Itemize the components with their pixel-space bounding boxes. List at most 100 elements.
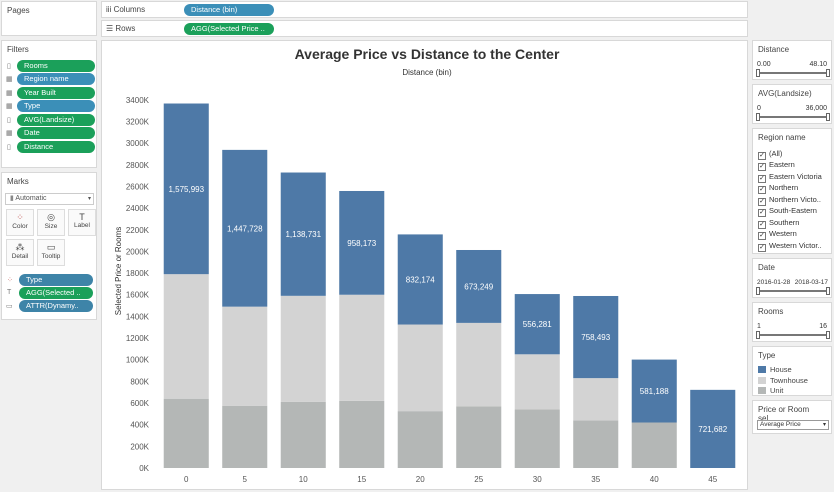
region-option-western-victoria[interactable]: ✓ Western Victor.. [758, 241, 822, 252]
y-tick-label: 1800K [126, 269, 150, 278]
legend-item-house[interactable]: House [758, 365, 792, 374]
rows-pill[interactable]: AGG(Selected Price .. [184, 23, 274, 35]
checkbox-icon[interactable]: ✓ [758, 152, 766, 160]
region-option-label: Eastern [769, 160, 795, 169]
distance-slider-max-handle[interactable] [826, 69, 830, 77]
bar-data-label: 832,174 [406, 275, 435, 284]
color-button[interactable]: ⁘ Color [6, 209, 34, 236]
checkbox-icon[interactable]: ✓ [758, 244, 766, 252]
y-tick-label: 2000K [126, 247, 150, 256]
type-legend-card: Type House Townhouse Unit [752, 346, 832, 396]
rows-shelf-label: ☰ Rows [106, 24, 135, 33]
filter-pill-year-built[interactable]: Year Built [17, 87, 95, 99]
landsize-slider-min-handle[interactable] [756, 113, 760, 121]
bar-segment-townhouse[interactable] [280, 295, 326, 402]
bar-segment-unit[interactable] [163, 398, 209, 468]
legend-item-townhouse[interactable]: Townhouse [758, 376, 808, 385]
bar-segment-unit[interactable] [573, 420, 619, 468]
date-slider[interactable] [756, 287, 830, 295]
bar-segment-townhouse[interactable] [339, 294, 385, 401]
bar-segment-unit[interactable] [222, 405, 268, 468]
region-option-eastern[interactable]: ✓ Eastern [758, 160, 795, 171]
label-icon: T [79, 212, 85, 222]
landsize-min: 0 [757, 105, 761, 112]
distance-slider-min-handle[interactable] [756, 69, 760, 77]
columns-pill[interactable]: Distance (bin) [184, 4, 274, 16]
y-tick-label: 400K [130, 421, 149, 430]
bar-data-label: 673,249 [464, 282, 493, 291]
bar-segment-house[interactable] [339, 190, 385, 295]
checkbox-icon[interactable]: ✓ [758, 175, 766, 183]
y-tick-label: 800K [130, 377, 149, 386]
region-option-southern[interactable]: ✓ Southern [758, 218, 799, 229]
region-option-eastern-victoria[interactable]: ✓ Eastern Victoria [758, 172, 822, 183]
marks-pill-agg-selected[interactable]: AGG(Selected .. [19, 287, 93, 299]
bar-segment-unit[interactable] [631, 422, 677, 468]
checkbox-icon[interactable]: ✓ [758, 232, 766, 240]
filter-pill-avg-landsize[interactable]: AVG(Landsize) [17, 114, 95, 126]
bar-segment-house[interactable] [514, 294, 560, 355]
bar-segment-house[interactable] [222, 149, 268, 307]
legend-item-unit[interactable]: Unit [758, 386, 783, 395]
distance-slider[interactable] [756, 69, 830, 77]
rooms-slider-max-handle[interactable] [826, 331, 830, 339]
columns-label-text: Columns [113, 5, 146, 14]
bar-segment-house[interactable] [690, 389, 736, 468]
mark-type-select[interactable]: ▮ Automatic ▾ [5, 193, 94, 205]
rooms-slider-min-handle[interactable] [756, 331, 760, 339]
rows-shelf[interactable]: ☰ Rows AGG(Selected Price .. [101, 20, 748, 37]
bar-segment-townhouse[interactable] [573, 378, 619, 421]
bar-segment-house[interactable] [631, 359, 677, 423]
checkbox-icon[interactable]: ✓ [758, 209, 766, 217]
date-slider-max-handle[interactable] [826, 287, 830, 295]
bar-segment-townhouse[interactable] [456, 322, 502, 407]
checkbox-icon[interactable]: ✓ [758, 163, 766, 171]
price-param-select[interactable]: Average Price ▾ [757, 420, 829, 430]
landsize-slider[interactable] [756, 113, 830, 121]
filter-pill-region-name[interactable]: Region name [17, 73, 95, 85]
marks-pill-attr-dynamy[interactable]: ATTR(Dynamy.. [19, 300, 93, 312]
bar-segment-townhouse[interactable] [514, 354, 560, 410]
date-slider-min-handle[interactable] [756, 287, 760, 295]
columns-shelf[interactable]: iii Columns Distance (bin) [101, 1, 748, 18]
region-option-south-eastern[interactable]: ✓ South-Eastern [758, 206, 817, 217]
detail-button[interactable]: ⁂ Detail [6, 239, 34, 266]
region-option-western[interactable]: ✓ Western [758, 229, 797, 240]
y-tick-label: 200K [130, 442, 149, 451]
legend-label: House [770, 365, 792, 374]
filter-pill-date[interactable]: Date [17, 127, 95, 139]
tooltip-button[interactable]: ▭ Tooltip [37, 239, 65, 266]
bar-segment-townhouse[interactable] [397, 324, 443, 412]
bar-segment-house[interactable] [573, 295, 619, 379]
color-icon: ⁘ [16, 212, 24, 222]
bar-segment-house[interactable] [456, 249, 502, 323]
bar-segment-townhouse[interactable] [222, 306, 268, 406]
landsize-slider-max-handle[interactable] [826, 113, 830, 121]
bar-segment-unit[interactable] [514, 409, 560, 468]
bar-segment-unit[interactable] [339, 400, 385, 468]
bar-segment-house[interactable] [397, 234, 443, 325]
filter-pill-type[interactable]: Type [17, 100, 95, 112]
bar-segment-townhouse[interactable] [163, 274, 209, 399]
region-option-northern[interactable]: ✓ Northern [758, 183, 798, 194]
measure-icon: ▯ [7, 63, 11, 70]
distance-filter-title: Distance [758, 45, 790, 54]
bar-segment-house[interactable] [163, 103, 209, 275]
size-button[interactable]: ◎ Size [37, 209, 65, 236]
checkbox-icon[interactable]: ✓ [758, 198, 766, 206]
rooms-slider[interactable] [756, 331, 830, 339]
filter-pill-rooms[interactable]: Rooms [17, 60, 95, 72]
checkbox-icon[interactable]: ✓ [758, 186, 766, 194]
bar-segment-unit[interactable] [280, 401, 326, 468]
bar-segment-unit[interactable] [456, 406, 502, 468]
label-button[interactable]: T Label [68, 209, 96, 236]
region-option-northern-victoria[interactable]: ✓ Northern Victo.. [758, 195, 821, 206]
y-tick-label: 2600K [126, 182, 150, 191]
marks-pill-type[interactable]: Type [19, 274, 93, 286]
filter-pill-distance[interactable]: Distance [17, 141, 95, 153]
region-option-label: (All) [769, 149, 783, 158]
checkbox-icon[interactable]: ✓ [758, 221, 766, 229]
region-option-all[interactable]: ✓ (All) [758, 149, 782, 160]
bar-segment-house[interactable] [280, 172, 326, 296]
bar-segment-unit[interactable] [397, 411, 443, 468]
